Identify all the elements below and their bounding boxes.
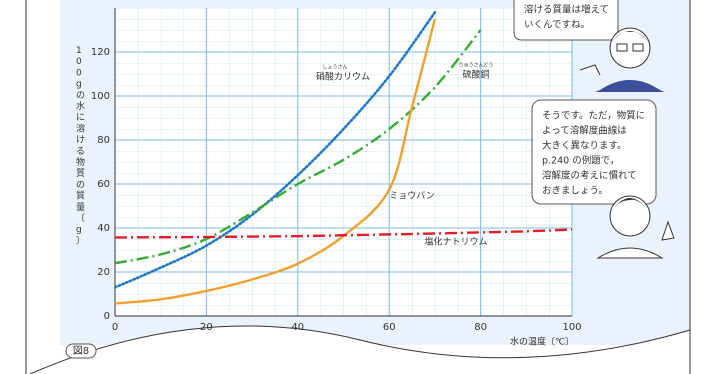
curve <box>115 18 437 305</box>
y-tick-label: 20 <box>97 267 110 278</box>
y-axis-label: 1 0 0 g の水に溶ける物質の質量〔 g 〕 <box>76 46 85 246</box>
y-tick-label: 100 <box>91 91 110 102</box>
curve <box>115 29 482 265</box>
axes: 0 20 40 60 80 100 120 0 20 40 60 80 100 1 0 0 g の水に溶ける物質の… <box>76 8 582 333</box>
bubble-line: 溶解度の考えに慣れて <box>542 170 637 182</box>
series-label: 硫酸銅 <box>462 69 489 81</box>
y-tick-label: 0 <box>104 311 110 322</box>
figure-badge <box>65 343 97 359</box>
x-tick-label: 40 <box>291 322 304 333</box>
x-tick-label: 80 <box>474 322 487 333</box>
curves <box>115 11 572 305</box>
curve <box>115 228 572 239</box>
bubble-line: 大きく異なります。 <box>542 140 627 152</box>
y-tick-label: 60 <box>97 179 110 190</box>
y-tick-label: 120 <box>91 47 110 58</box>
figure-label: 図8 <box>73 345 89 357</box>
x-tick-label: 60 <box>383 322 396 333</box>
student-figure <box>579 27 665 92</box>
ruby: しょうさん <box>322 64 347 71</box>
x-tick-label: 100 <box>562 322 581 333</box>
series-label: 硝酸カリウム <box>316 71 370 83</box>
series-label: 塩化ナトリウム <box>424 236 487 248</box>
speech-bubble <box>531 99 657 205</box>
bubble-line: 溶ける質量は増えて <box>524 4 609 16</box>
minor-grid <box>115 8 572 316</box>
y-tick-label: 40 <box>97 223 110 234</box>
bubble-line: よって溶解度曲線は <box>542 125 627 137</box>
curve <box>115 11 437 289</box>
teacher-figure <box>596 195 675 259</box>
x-tick-label: 0 <box>112 322 118 333</box>
page-curl-edge <box>29 325 691 374</box>
bubble-line: p.240 の例題で， <box>542 155 619 167</box>
bubble-texts: 溶ける質量は増えていくんですね。そうです。ただ，物質によって溶解度曲線は大きく異… <box>524 4 645 197</box>
x-axis-label: 水の温度〔℃〕 <box>510 336 574 348</box>
series-label: ミョウバン <box>389 191 434 202</box>
bubble-line: そうです。ただ，物質に <box>542 110 645 122</box>
x-tick-label: 20 <box>200 322 213 333</box>
bubble-line: おきましょう。 <box>542 186 608 197</box>
page-curl <box>30 325 690 374</box>
y-tick-label: 80 <box>97 135 110 146</box>
ruby: りゅうさんどう <box>459 62 494 69</box>
bubble-line: いくんですね。 <box>524 20 590 31</box>
